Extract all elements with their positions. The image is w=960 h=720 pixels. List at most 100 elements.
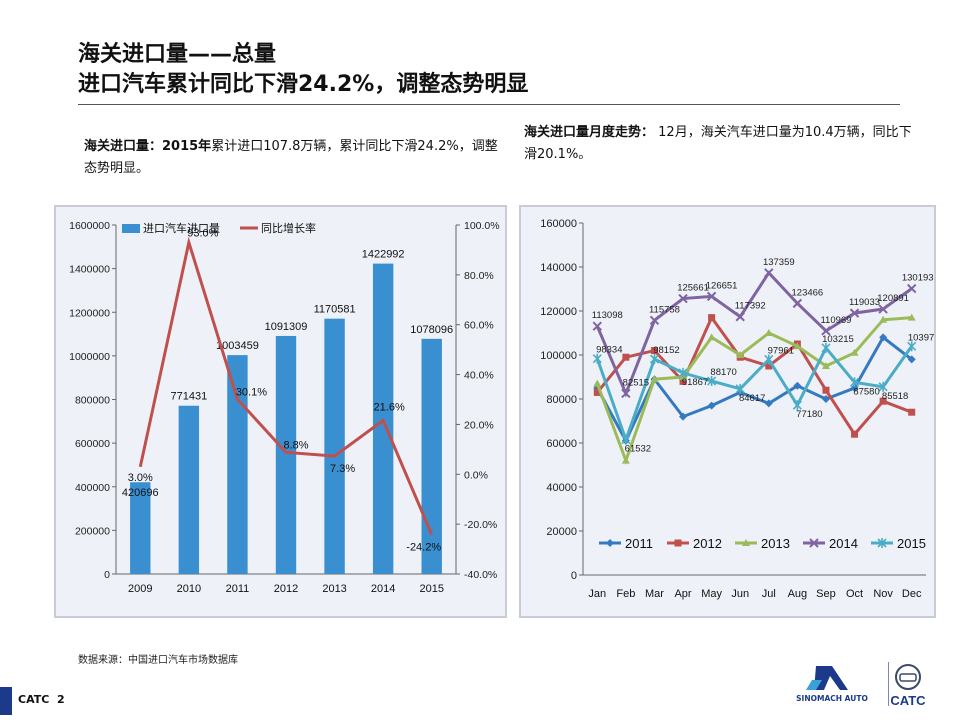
series-point-2012 <box>650 347 658 355</box>
label-2014: 130193 <box>902 273 934 284</box>
series-point-2015 <box>849 377 860 388</box>
series-point-2014 <box>678 293 688 304</box>
series-point-2015 <box>907 341 917 352</box>
series-point-2015 <box>735 383 745 394</box>
series-point-2011 <box>879 333 888 342</box>
y-tick-label: 120000 <box>540 306 577 318</box>
legend-marker-2014 <box>809 538 819 548</box>
label-2015: 91867 <box>682 377 708 388</box>
series-point-2015 <box>678 367 688 378</box>
x-tick-label: Nov <box>873 588 893 600</box>
series-point-2014 <box>706 291 717 302</box>
series-line-2015 <box>595 345 913 445</box>
legend-label-2013: 2013 <box>761 536 790 551</box>
label-2015: 84617 <box>739 393 765 404</box>
growth-rate-label: 8.8% <box>283 439 308 451</box>
bar-value-label: 1422992 <box>362 249 405 261</box>
legend-label-2012: 2012 <box>693 536 722 551</box>
growth-rate-label: 7.3% <box>330 463 355 475</box>
series-point-2012 <box>879 397 887 405</box>
y-tick-label: 100000 <box>540 350 577 362</box>
label-2015: 103215 <box>822 334 854 345</box>
series-point-2012 <box>765 362 773 370</box>
x-tick-label: 2014 <box>371 583 395 595</box>
import-bar <box>421 338 442 574</box>
label-2014: 120891 <box>877 293 909 304</box>
series-point-2012 <box>908 408 916 416</box>
footer-org: CATC <box>18 693 50 706</box>
right-y-tick-label: -40.0% <box>464 569 497 581</box>
footer-label: CATC 2 <box>18 693 65 706</box>
catc-logo-text: CATC <box>890 693 926 708</box>
sinomach-logo-text: SINOMACH AUTO <box>796 694 868 703</box>
import-bar <box>130 482 151 574</box>
x-tick-label: 2013 <box>322 583 346 595</box>
label-2014: 110969 <box>820 315 851 326</box>
label-2014: 123466 <box>792 287 824 298</box>
left-y-tick-label: 400000 <box>75 482 110 494</box>
series-point-2014 <box>878 304 888 314</box>
monthly-chart-panel: 0 20000 40000 60000 80000 100000 120000 140000 1… <box>519 205 940 618</box>
series-point-2015 <box>792 400 802 411</box>
bar-value-label: 420696 <box>122 487 159 499</box>
x-tick-label: Oct <box>846 588 863 600</box>
series-point-2011 <box>821 395 830 403</box>
series-point-2014 <box>764 268 774 278</box>
series-point-2015 <box>621 434 631 445</box>
y-tick-label: 20000 <box>546 526 577 538</box>
series-point-2014 <box>907 283 917 294</box>
series-point-2012 <box>593 388 601 396</box>
series-point-2012 <box>822 386 830 394</box>
import-bar <box>227 355 248 574</box>
x-tick-label: Sep <box>816 588 836 600</box>
right-y-tick-label: 80.0% <box>464 270 494 282</box>
right-y-tick-label: 60.0% <box>464 320 494 332</box>
label-2014: 126651 <box>706 280 738 291</box>
growth-rate-label: 3.0% <box>128 472 153 484</box>
label-2015: 87580 <box>853 386 879 397</box>
import-bar <box>275 335 297 574</box>
x-tick-label: Jan <box>588 588 606 600</box>
label-2014: 137359 <box>763 257 795 268</box>
series-point-2013 <box>821 362 830 369</box>
growth-rate-line <box>138 236 434 536</box>
legend-label-2011: 2011 <box>625 536 653 551</box>
growth-rate-label: 30.1% <box>236 386 267 398</box>
legend-label-2014: 2014 <box>829 536 858 551</box>
label-2015: 61532 <box>625 444 651 455</box>
series-point-2011 <box>707 401 716 410</box>
series-point-2013 <box>736 351 745 358</box>
series-point-2015 <box>821 342 831 353</box>
series-point-2013 <box>707 333 716 341</box>
import-bar <box>324 318 345 574</box>
series-point-2013 <box>650 375 659 383</box>
y-tick-label: 0 <box>571 570 577 582</box>
y-tick-label: 60000 <box>546 438 577 450</box>
label-2015: 88170 <box>710 367 736 378</box>
series-point-2015 <box>878 381 888 392</box>
right-y-tick-label: 100.0% <box>464 220 500 232</box>
series-point-2011 <box>793 381 802 390</box>
series-point-2014 <box>849 308 860 318</box>
series-point-2011 <box>764 399 773 408</box>
y-tick-label: 160000 <box>540 218 577 230</box>
left-summary-text: 累计进口107.8万辆，累计同比下滑24.2%，调整态势明显。 <box>84 139 498 176</box>
label-2015: 103970 <box>908 332 934 343</box>
label-2015: 97961 <box>768 345 794 356</box>
right-y-tick-label: 40.0% <box>464 370 494 382</box>
y-tick-label: 80000 <box>546 394 577 406</box>
series-point-2013 <box>850 348 859 356</box>
series-point-2014 <box>821 326 831 336</box>
series-line-2013 <box>595 316 912 466</box>
legend-line-label: 同比增长率 <box>261 221 316 235</box>
growth-rate-label: -24.2% <box>406 542 441 554</box>
legend-bar-label: 进口汽车进口量 <box>143 221 220 235</box>
growth-rate-label: 21.6% <box>374 401 405 413</box>
x-tick-label: Mar <box>645 588 664 600</box>
right-y-tick-label: -20.0% <box>464 519 497 531</box>
series-point-2011 <box>907 355 916 364</box>
label-2014: 117392 <box>735 301 766 312</box>
bar-value-label: 1003459 <box>216 340 259 352</box>
catc-logo-icon: CATC <box>890 664 926 708</box>
series-point-2013 <box>593 379 602 387</box>
